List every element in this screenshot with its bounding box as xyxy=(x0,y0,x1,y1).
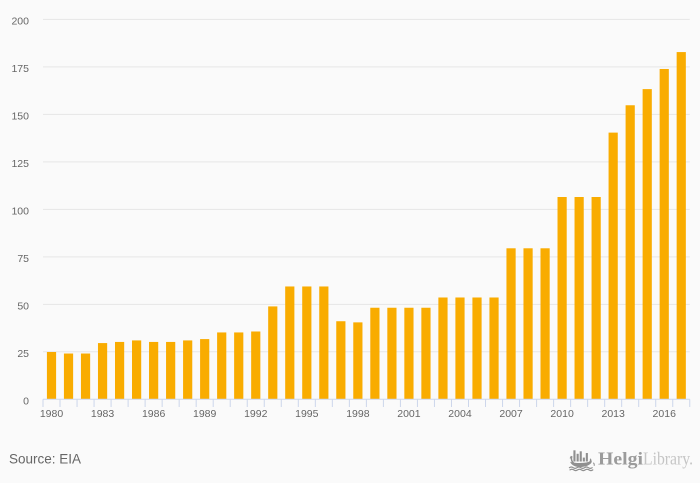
svg-text:Library.: Library. xyxy=(643,448,693,468)
svg-text:2001: 2001 xyxy=(397,408,421,420)
svg-text:Helgi: Helgi xyxy=(598,448,643,468)
svg-text:1992: 1992 xyxy=(244,408,268,420)
svg-text:1998: 1998 xyxy=(346,408,370,420)
svg-text:2004: 2004 xyxy=(448,408,472,420)
svg-text:2016: 2016 xyxy=(653,408,677,420)
svg-text:1986: 1986 xyxy=(142,408,166,420)
svg-text:1989: 1989 xyxy=(193,408,217,420)
svg-text:125: 125 xyxy=(11,158,29,170)
svg-text:175: 175 xyxy=(11,63,29,75)
svg-text:100: 100 xyxy=(11,206,29,218)
svg-text:50: 50 xyxy=(17,301,29,313)
svg-text:1983: 1983 xyxy=(91,408,115,420)
svg-text:150: 150 xyxy=(11,111,29,123)
svg-text:0: 0 xyxy=(23,396,29,408)
svg-text:75: 75 xyxy=(17,253,29,265)
svg-text:2010: 2010 xyxy=(550,408,574,420)
svg-text:1980: 1980 xyxy=(40,408,64,420)
svg-text:25: 25 xyxy=(17,348,29,360)
svg-text:2007: 2007 xyxy=(499,408,523,420)
svg-text:2013: 2013 xyxy=(601,408,625,420)
svg-text:200: 200 xyxy=(11,16,29,28)
svg-text:1995: 1995 xyxy=(295,408,319,420)
svg-text:Source: EIA: Source: EIA xyxy=(9,452,81,467)
